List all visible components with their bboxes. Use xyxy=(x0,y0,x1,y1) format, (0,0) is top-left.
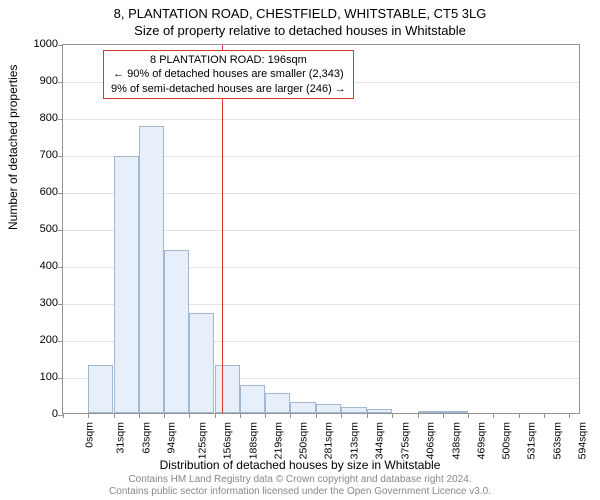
histogram-bar xyxy=(367,409,392,413)
ytick-label: 200 xyxy=(18,334,58,346)
ytick-label: 500 xyxy=(18,223,58,235)
ytick-label: 800 xyxy=(18,112,58,124)
ytick-mark xyxy=(58,230,63,231)
xtick-mark xyxy=(139,413,140,418)
gridline xyxy=(63,119,579,120)
ytick-label: 0 xyxy=(18,408,58,420)
footer-attribution: Contains HM Land Registry data © Crown c… xyxy=(0,474,600,498)
xtick-mark xyxy=(265,413,266,418)
histogram-bar xyxy=(88,365,113,413)
xtick-mark xyxy=(341,413,342,418)
ytick-label: 700 xyxy=(18,149,58,161)
chart-supertitle: 8, PLANTATION ROAD, CHESTFIELD, WHITSTAB… xyxy=(0,0,600,21)
xtick-mark xyxy=(418,413,419,418)
xtick-mark xyxy=(215,413,216,418)
xtick-mark xyxy=(468,413,469,418)
chart-plot-area: 8 PLANTATION ROAD: 196sqm← 90% of detach… xyxy=(62,44,580,414)
footer-line1: Contains HM Land Registry data © Crown c… xyxy=(0,474,600,486)
histogram-bar xyxy=(341,407,366,413)
xtick-label: 125sqm xyxy=(197,422,209,459)
histogram-bar xyxy=(418,411,443,413)
xtick-label: 219sqm xyxy=(273,422,285,459)
histogram-bar xyxy=(164,250,189,413)
xtick-mark xyxy=(493,413,494,418)
ytick-label: 600 xyxy=(18,186,58,198)
ytick-mark xyxy=(58,378,63,379)
xtick-mark xyxy=(114,413,115,418)
ytick-label: 300 xyxy=(18,297,58,309)
histogram-bar xyxy=(240,385,265,413)
footer-line2: Contains public sector information licen… xyxy=(0,486,600,498)
ytick-label: 900 xyxy=(18,75,58,87)
xtick-label: 0sqm xyxy=(84,422,96,448)
histogram-bar xyxy=(443,411,468,413)
xtick-label: 375sqm xyxy=(399,422,411,459)
xtick-label: 563sqm xyxy=(551,422,563,459)
xtick-label: 31sqm xyxy=(115,422,127,454)
xtick-label: 469sqm xyxy=(475,422,487,459)
xtick-mark xyxy=(367,413,368,418)
xtick-mark xyxy=(290,413,291,418)
xtick-label: 250sqm xyxy=(298,422,310,459)
xtick-mark xyxy=(316,413,317,418)
xtick-label: 156sqm xyxy=(222,422,234,459)
xtick-label: 313sqm xyxy=(349,422,361,459)
xtick-mark xyxy=(63,413,64,418)
xtick-label: 63sqm xyxy=(141,422,153,454)
x-axis-label: Distribution of detached houses by size … xyxy=(0,458,600,472)
xtick-label: 594sqm xyxy=(576,422,588,459)
xtick-mark xyxy=(88,413,89,418)
ytick-mark xyxy=(58,193,63,194)
histogram-bar xyxy=(215,365,240,413)
ytick-label: 400 xyxy=(18,260,58,272)
y-axis-label: Number of detached properties xyxy=(6,65,20,230)
annot-line2: ← 90% of detached houses are smaller (2,… xyxy=(111,67,346,81)
xtick-mark xyxy=(544,413,545,418)
xtick-label: 344sqm xyxy=(374,422,386,459)
xtick-label: 531sqm xyxy=(525,422,537,459)
xtick-mark xyxy=(240,413,241,418)
xtick-label: 500sqm xyxy=(500,422,512,459)
xtick-mark xyxy=(392,413,393,418)
histogram-bar xyxy=(316,404,341,413)
annotation-box: 8 PLANTATION ROAD: 196sqm← 90% of detach… xyxy=(103,50,354,99)
ytick-mark xyxy=(58,304,63,305)
histogram-bar xyxy=(290,402,315,413)
xtick-mark xyxy=(164,413,165,418)
xtick-mark xyxy=(443,413,444,418)
xtick-mark xyxy=(519,413,520,418)
histogram-bar xyxy=(265,393,290,413)
ytick-mark xyxy=(58,267,63,268)
ytick-mark xyxy=(58,45,63,46)
ytick-mark xyxy=(58,341,63,342)
annot-line3: 9% of semi-detached houses are larger (2… xyxy=(111,82,346,96)
histogram-bar xyxy=(189,313,214,413)
xtick-label: 281sqm xyxy=(323,422,335,459)
marker-line xyxy=(222,45,223,413)
ytick-mark xyxy=(58,156,63,157)
xtick-mark xyxy=(189,413,190,418)
histogram-bar xyxy=(114,156,139,413)
ytick-label: 1000 xyxy=(18,38,58,50)
chart-title: Size of property relative to detached ho… xyxy=(0,21,600,38)
ytick-mark xyxy=(58,82,63,83)
histogram-bar xyxy=(139,126,164,413)
ytick-mark xyxy=(58,119,63,120)
annot-line1: 8 PLANTATION ROAD: 196sqm xyxy=(111,53,346,67)
xtick-label: 94sqm xyxy=(166,422,178,454)
ytick-label: 100 xyxy=(18,371,58,383)
xtick-mark xyxy=(569,413,570,418)
xtick-label: 438sqm xyxy=(450,422,462,459)
xtick-label: 188sqm xyxy=(248,422,260,459)
xtick-label: 406sqm xyxy=(424,422,436,459)
